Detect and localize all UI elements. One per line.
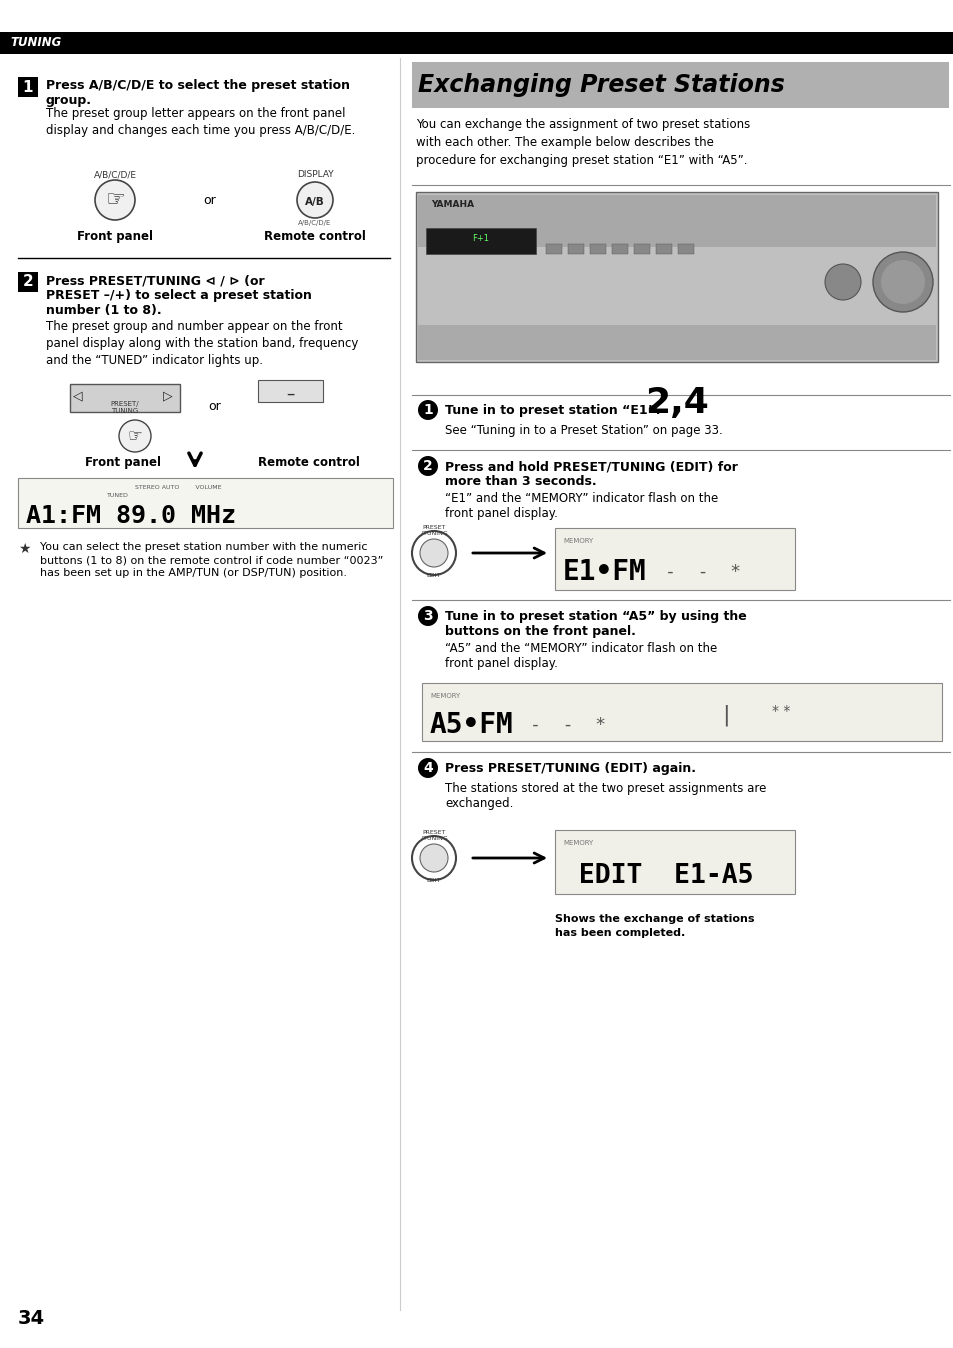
- Text: EDIT  E1-A5: EDIT E1-A5: [562, 863, 753, 888]
- Text: or: or: [203, 194, 216, 206]
- Text: PRESET
/TUNING: PRESET /TUNING: [420, 524, 447, 535]
- Text: Shows the exchange of stations
has been completed.: Shows the exchange of stations has been …: [555, 914, 754, 938]
- Circle shape: [412, 531, 456, 576]
- Text: A/B/C/D/E: A/B/C/D/E: [298, 220, 332, 226]
- Circle shape: [119, 421, 151, 452]
- Bar: [589, 244, 605, 253]
- Text: 1: 1: [423, 403, 433, 417]
- Text: The preset group and number appear on the front
panel display along with the sta: The preset group and number appear on th…: [46, 319, 358, 367]
- Bar: [426, 228, 536, 253]
- Text: You can select the preset station number with the numeric
buttons (1 to 8) on th: You can select the preset station number…: [40, 542, 383, 578]
- Text: MEMORY: MEMORY: [430, 693, 459, 700]
- Text: ★: ★: [18, 542, 30, 555]
- Bar: [18, 272, 38, 293]
- Text: Remote control: Remote control: [264, 231, 366, 243]
- Bar: [417, 325, 935, 360]
- Text: 4: 4: [423, 762, 433, 775]
- Text: –: –: [286, 386, 294, 403]
- Circle shape: [95, 181, 135, 220]
- Text: See “Tuning in to a Preset Station” on page 33.: See “Tuning in to a Preset Station” on p…: [444, 425, 722, 437]
- Bar: [656, 244, 671, 253]
- Text: STEREO AUTO        VOLUME: STEREO AUTO VOLUME: [134, 485, 221, 491]
- Bar: [634, 244, 649, 253]
- Text: Press and hold PRESET/TUNING (EDIT) for
more than 3 seconds.: Press and hold PRESET/TUNING (EDIT) for …: [444, 460, 737, 488]
- Text: E1•FM: E1•FM: [562, 558, 646, 586]
- Text: 34: 34: [18, 1309, 45, 1328]
- Text: PRESET
/TUNING: PRESET /TUNING: [420, 830, 447, 841]
- Bar: [555, 528, 794, 590]
- Circle shape: [880, 260, 924, 305]
- Text: Tune in to preset station “A5” by using the
buttons on the front panel.: Tune in to preset station “A5” by using …: [444, 611, 746, 638]
- Text: 2,4: 2,4: [644, 386, 708, 421]
- Text: -  -  *: - - *: [530, 716, 605, 735]
- Text: 2: 2: [423, 460, 433, 473]
- Bar: [417, 195, 935, 247]
- Text: “A5” and the “MEMORY” indicator flash on the
front panel display.: “A5” and the “MEMORY” indicator flash on…: [444, 642, 717, 670]
- Bar: [18, 479, 393, 528]
- Text: Press A/B/C/D/E to select the preset station
group.: Press A/B/C/D/E to select the preset sta…: [46, 80, 350, 106]
- Text: Exchanging Preset Stations: Exchanging Preset Stations: [417, 73, 784, 97]
- Text: Tune in to preset station “E1”.: Tune in to preset station “E1”.: [444, 404, 659, 417]
- Circle shape: [417, 758, 437, 778]
- Text: Remote control: Remote control: [257, 456, 359, 469]
- Text: MEMORY: MEMORY: [562, 840, 593, 847]
- Text: DISPLAY: DISPLAY: [296, 170, 333, 179]
- Bar: [555, 830, 794, 894]
- Bar: [678, 244, 693, 253]
- Text: The stations stored at the two preset assignments are
exchanged.: The stations stored at the two preset as…: [444, 782, 765, 810]
- Circle shape: [417, 607, 437, 625]
- Text: 2: 2: [23, 275, 33, 290]
- Text: “E1” and the “MEMORY” indicator flash on the
front panel display.: “E1” and the “MEMORY” indicator flash on…: [444, 492, 718, 520]
- Bar: [412, 62, 948, 108]
- Bar: [416, 191, 937, 363]
- Circle shape: [419, 539, 448, 568]
- Circle shape: [417, 400, 437, 421]
- Text: EDIT: EDIT: [426, 878, 441, 883]
- Bar: [612, 244, 627, 253]
- Text: 1: 1: [23, 80, 33, 94]
- Text: ☞: ☞: [105, 190, 125, 210]
- Text: A/B: A/B: [305, 197, 325, 208]
- Text: -  -  *: - - *: [664, 563, 740, 581]
- Circle shape: [412, 836, 456, 880]
- Bar: [421, 683, 941, 741]
- Text: The preset group letter appears on the front panel
display and changes each time: The preset group letter appears on the f…: [46, 106, 355, 137]
- Text: Front panel: Front panel: [85, 456, 161, 469]
- Circle shape: [417, 456, 437, 476]
- Bar: [18, 77, 38, 97]
- Text: MEMORY: MEMORY: [562, 538, 593, 545]
- Text: A5•FM: A5•FM: [430, 710, 514, 739]
- Text: F+1: F+1: [472, 235, 489, 243]
- Text: EDIT: EDIT: [426, 573, 441, 578]
- Text: You can exchange the assignment of two preset stations
with each other. The exam: You can exchange the assignment of two p…: [416, 119, 749, 167]
- Text: * *: * *: [771, 704, 789, 718]
- Bar: [545, 244, 561, 253]
- Text: Press PRESET/TUNING (EDIT) again.: Press PRESET/TUNING (EDIT) again.: [444, 762, 696, 775]
- Text: A/B/C/D/E: A/B/C/D/E: [93, 170, 136, 179]
- Text: ▷: ▷: [163, 390, 172, 403]
- Bar: [0, 32, 953, 54]
- Circle shape: [872, 252, 932, 311]
- Text: PRESET/
TUNING: PRESET/ TUNING: [111, 400, 139, 414]
- Bar: [567, 244, 583, 253]
- Text: ◁: ◁: [73, 390, 83, 403]
- Text: or: or: [209, 399, 221, 412]
- Text: A1:FM 89.0 MHz: A1:FM 89.0 MHz: [26, 504, 235, 528]
- Circle shape: [824, 264, 861, 301]
- Circle shape: [296, 182, 333, 218]
- Bar: [70, 384, 180, 412]
- Text: TUNING: TUNING: [10, 36, 61, 50]
- Bar: [257, 380, 323, 402]
- Text: YAMAHA: YAMAHA: [431, 200, 474, 209]
- Text: ☞: ☞: [128, 427, 142, 445]
- Text: Press PRESET/TUNING ⊲ / ⊳ (or
PRESET –/+) to select a preset station
number (1 t: Press PRESET/TUNING ⊲ / ⊳ (or PRESET –/+…: [46, 274, 312, 317]
- Text: |: |: [721, 704, 729, 725]
- Text: 3: 3: [423, 609, 433, 623]
- Circle shape: [419, 844, 448, 872]
- Text: Front panel: Front panel: [77, 231, 152, 243]
- Text: TUNED: TUNED: [107, 493, 129, 497]
